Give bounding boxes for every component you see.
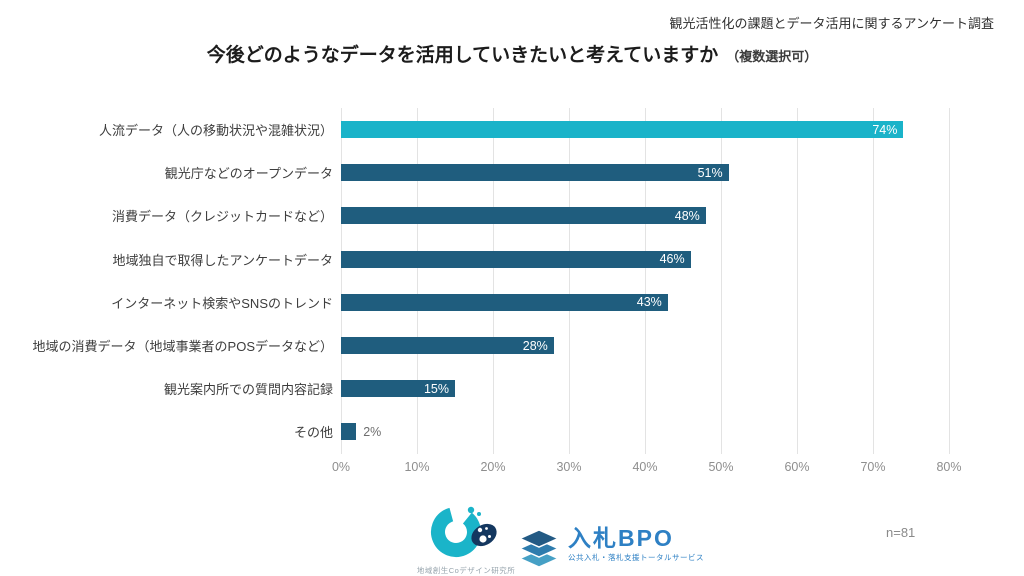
chart-rows: 人流データ（人の移動状況や混雑状況） 74% 観光庁などのオープンデータ 51% 消費デ… <box>30 108 950 454</box>
table-row: 地域の消費データ（地域事業者のPOSデータなど） 28% <box>30 324 950 367</box>
x-tick-label: 60% <box>784 460 810 474</box>
codesign-logo-caption: 地域創生Coデザイン研究所 <box>416 566 516 575</box>
category-label: 人流データ（人の移動状況や混雑状況） <box>98 123 333 139</box>
value-label: 43% <box>636 295 662 310</box>
nyusatsu-bpo-subtitle: 公共入札・落札支援トータルサービス <box>568 553 704 563</box>
bar-track: 74% <box>341 121 949 139</box>
category-label: 観光案内所での質問内容記録 <box>163 382 333 398</box>
bar-track: 43% <box>341 293 949 311</box>
bar: 48% <box>341 207 706 225</box>
gridline <box>417 108 418 454</box>
table-row: その他 2% <box>30 410 950 453</box>
nyusatsu-bpo-text: 入札BPO 公共入札・落札支援トータルサービス <box>568 526 704 563</box>
bar: 74% <box>341 121 904 139</box>
table-row: 消費データ（クレジットカードなど） 48% <box>30 194 950 237</box>
bar-track: 28% <box>341 337 949 355</box>
value-label: 28% <box>522 338 548 353</box>
value-label: 46% <box>659 252 685 267</box>
x-tick-label: 40% <box>632 460 658 474</box>
gridline <box>797 108 798 454</box>
value-label: 51% <box>697 165 723 180</box>
table-row: 観光案内所での質問内容記録 15% <box>30 367 950 410</box>
category-label: 地域独自で取得したアンケートデータ <box>112 252 333 268</box>
survey-source-note: 観光活性化の課題とデータ活用に関するアンケート調査 <box>669 16 994 31</box>
gridline <box>569 108 570 454</box>
chart-gridlines <box>341 108 950 454</box>
x-tick-label: 80% <box>936 460 962 474</box>
gridline <box>721 108 722 454</box>
nyusatsu-bpo-logo: 入札BPO 公共入札・落札支援トータルサービス <box>517 526 704 568</box>
chart-title: 今後どのようなデータを活用していきたいと考えていますか （複数選択可） <box>0 40 1024 67</box>
bar: 15% <box>341 380 455 398</box>
bar: 46% <box>341 250 691 268</box>
gridline <box>873 108 874 454</box>
bar-track: 48% <box>341 207 949 225</box>
value-label: 74% <box>872 122 898 137</box>
chart-title-note: （複数選択可） <box>726 49 818 64</box>
gridline <box>341 108 342 454</box>
bar-track: 46% <box>341 250 949 268</box>
value-label: 15% <box>423 381 449 396</box>
x-axis: 0% 10% 20% 30% 40% 50% 60% 70% 80% <box>332 460 962 480</box>
table-row: 地域独自で取得したアンケートデータ 46% <box>30 238 950 281</box>
bar-track: 51% <box>341 164 949 182</box>
x-tick-label: 0% <box>331 460 351 474</box>
x-tick-label: 50% <box>708 460 734 474</box>
table-row: 観光庁などのオープンデータ 51% <box>30 151 950 194</box>
table-row: 人流データ（人の移動状況や混雑状況） 74% <box>30 108 950 151</box>
bar-track: 15% <box>341 380 949 398</box>
bar: 28% <box>341 337 554 355</box>
gridline <box>645 108 646 454</box>
codesign-logo: 地域創生Coデザイン研究所 <box>414 503 518 576</box>
bar: 51% <box>341 164 729 182</box>
gridline <box>949 108 950 454</box>
x-tick-label: 20% <box>480 460 506 474</box>
codesign-logo-icon <box>431 506 497 557</box>
chart-title-main: 今後どのようなデータを活用していきたいと考えていますか <box>206 45 719 66</box>
bar: 2% <box>341 423 381 441</box>
bar-track: 2% <box>341 423 949 441</box>
bar-chart: 人流データ（人の移動状況や混雑状況） 74% 観光庁などのオープンデータ 51% 消費デ… <box>30 108 962 480</box>
table-row: インターネット検索やSNSのトレンド 43% <box>30 281 950 324</box>
gridline <box>493 108 494 454</box>
sample-size: n=81 <box>886 525 916 540</box>
x-tick-label: 70% <box>860 460 886 474</box>
bar: 43% <box>341 293 668 311</box>
x-tick-label: 10% <box>404 460 430 474</box>
category-label: インターネット検索やSNSのトレンド <box>111 295 333 311</box>
category-label: 地域の消費データ（地域事業者のPOSデータなど） <box>32 339 333 355</box>
layers-icon <box>518 529 560 568</box>
x-tick-label: 30% <box>556 460 582 474</box>
value-label: 2% <box>363 424 382 439</box>
category-label: その他 <box>293 425 333 441</box>
category-label: 観光庁などのオープンデータ <box>164 166 333 182</box>
category-label: 消費データ（クレジットカードなど） <box>111 209 333 225</box>
nyusatsu-bpo-title: 入札BPO <box>568 525 674 551</box>
value-label: 48% <box>674 208 700 223</box>
